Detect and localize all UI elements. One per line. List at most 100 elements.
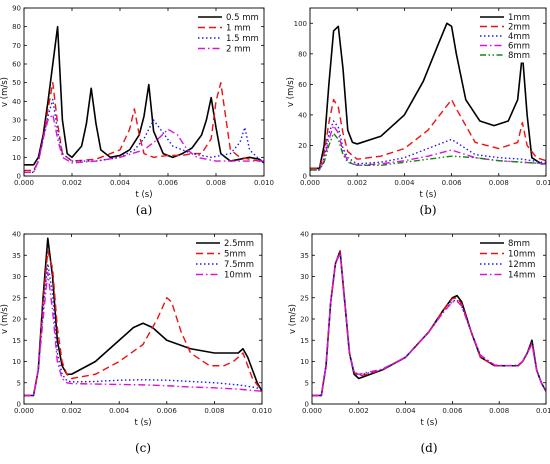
legend-label: 7.5mm — [224, 260, 254, 270]
series-line-0 — [24, 237, 262, 397]
x-tick-label: 0.010 — [536, 179, 550, 187]
series-line-2 — [24, 263, 262, 397]
y-tick-label: 5 — [17, 379, 21, 387]
series-line-1 — [24, 250, 262, 397]
x-tick-label: 0.006 — [442, 407, 463, 415]
series-line-1 — [310, 98, 546, 170]
y-tick-label: 40 — [298, 111, 307, 119]
y-tick-label: 25 — [300, 294, 309, 302]
legend-label: 6mm — [508, 42, 530, 52]
legend-label: 1mm — [508, 13, 530, 23]
y-tick-label: 20 — [12, 135, 21, 143]
x-tick-label: 0.008 — [206, 179, 226, 187]
legend: 0.5 mm1 mm1.5 mm2 mm — [194, 11, 261, 57]
plot-frame — [23, 7, 265, 177]
y-tick-label: 10 — [12, 154, 21, 162]
y-tick-label: 40 — [300, 231, 309, 239]
y-tick-label: 35 — [300, 252, 309, 260]
legend-label: 2 mm — [226, 45, 251, 55]
y-tick-label: 60 — [298, 81, 307, 89]
y-tick-label: 0 — [17, 173, 21, 181]
y-tick-label: 5 — [305, 379, 309, 387]
x-tick-label: 0.004 — [396, 407, 417, 415]
series-line-3 — [24, 271, 262, 397]
y-tick-label: 10 — [300, 358, 309, 366]
legend-label: 10mm — [508, 250, 535, 260]
series-group — [24, 25, 264, 173]
x-tick-label: 0.004 — [109, 407, 130, 415]
panel-caption: (a) — [136, 203, 153, 217]
x-tick-label: 0.004 — [394, 179, 415, 187]
series-line-4 — [310, 132, 546, 171]
y-tick-label: 60 — [12, 61, 21, 69]
x-tick-label: 0.008 — [204, 407, 224, 415]
y-tick-label: 30 — [12, 117, 21, 125]
x-tick-label: 0.000 — [300, 179, 320, 187]
chart-panel-3: 0.000 0.002 0.004 0.006 0.008 0.010 0 5 10 15 20 25… — [288, 231, 550, 456]
plot-frame — [309, 7, 547, 177]
y-tick-label: 30 — [12, 273, 21, 281]
x-tick-label: 0.008 — [489, 407, 509, 415]
legend-label: 8mm — [508, 51, 530, 61]
legend-label: 5mm — [224, 250, 246, 260]
panel-caption: (d) — [420, 441, 437, 455]
y-tick-label: 20 — [12, 316, 21, 324]
series-line-3 — [312, 252, 546, 397]
legend-label: 10mm — [224, 271, 251, 281]
series-group — [310, 22, 546, 171]
y-tick-label: 15 — [12, 337, 21, 345]
y-tick-label: 20 — [300, 316, 309, 324]
y-tick-label: 35 — [12, 252, 21, 260]
x-tick-label: 0.002 — [62, 407, 82, 415]
legend-label: 14mm — [508, 271, 535, 281]
series-line-2 — [312, 252, 546, 397]
x-axis-label: t (s) — [135, 190, 152, 200]
x-axis-label: t (s) — [134, 418, 151, 428]
legend-label: 2.5mm — [224, 239, 254, 249]
x-axis-label: t (s) — [419, 190, 436, 200]
y-tick-label: 50 — [12, 79, 21, 87]
chart-panel-0: 0.000 0.002 0.004 0.006 0.008 0.010 0 10 20 30 40 5… — [0, 5, 274, 218]
y-axis-label: v (m/s) — [286, 77, 296, 107]
chart-panel-2: 0.000 0.002 0.004 0.006 0.008 0.010 0 5 10 15 20 25… — [0, 231, 272, 456]
y-tick-label: 80 — [298, 50, 307, 58]
series-line-0 — [310, 22, 546, 170]
y-tick-label: 15 — [300, 337, 309, 345]
legend-label: 12mm — [508, 260, 535, 270]
series-line-3 — [24, 113, 264, 173]
panel-caption: (c) — [135, 441, 151, 455]
x-tick-label: 0.004 — [110, 179, 131, 187]
y-axis-label: v (m/s) — [288, 304, 298, 334]
y-tick-label: 20 — [298, 142, 307, 150]
legend-label: 4mm — [508, 32, 530, 42]
x-tick-label: 0.000 — [14, 407, 34, 415]
x-tick-label: 0.006 — [442, 179, 463, 187]
panel-caption: (b) — [419, 203, 436, 217]
series-line-3 — [310, 124, 546, 171]
y-tick-label: 10 — [12, 358, 21, 366]
y-tick-label: 0 — [303, 173, 307, 181]
x-tick-label: 0.010 — [252, 407, 272, 415]
x-tick-label: 0.002 — [349, 407, 369, 415]
y-tick-label: 0 — [305, 401, 309, 409]
y-tick-label: 100 — [294, 20, 307, 28]
x-tick-label: 0.000 — [14, 179, 34, 187]
x-axis-label: t (s) — [420, 418, 437, 428]
y-axis-label: v (m/s) — [0, 77, 10, 107]
y-tick-label: 40 — [12, 231, 21, 239]
x-tick-label: 0.010 — [536, 407, 550, 415]
series-line-1 — [24, 81, 264, 172]
series-group — [312, 250, 546, 397]
y-tick-label: 40 — [12, 98, 21, 106]
y-tick-label: 0 — [17, 401, 21, 409]
x-tick-label: 0.010 — [254, 179, 274, 187]
chart-panel-1: 0.000 0.002 0.004 0.006 0.008 0.010 0 20 40 60 80 1… — [286, 7, 550, 217]
legend-label: 2mm — [508, 23, 530, 33]
y-tick-label: 30 — [300, 273, 309, 281]
y-tick-label: 80 — [12, 23, 21, 31]
x-tick-label: 0.008 — [489, 179, 509, 187]
y-axis-label: v (m/s) — [0, 304, 10, 334]
